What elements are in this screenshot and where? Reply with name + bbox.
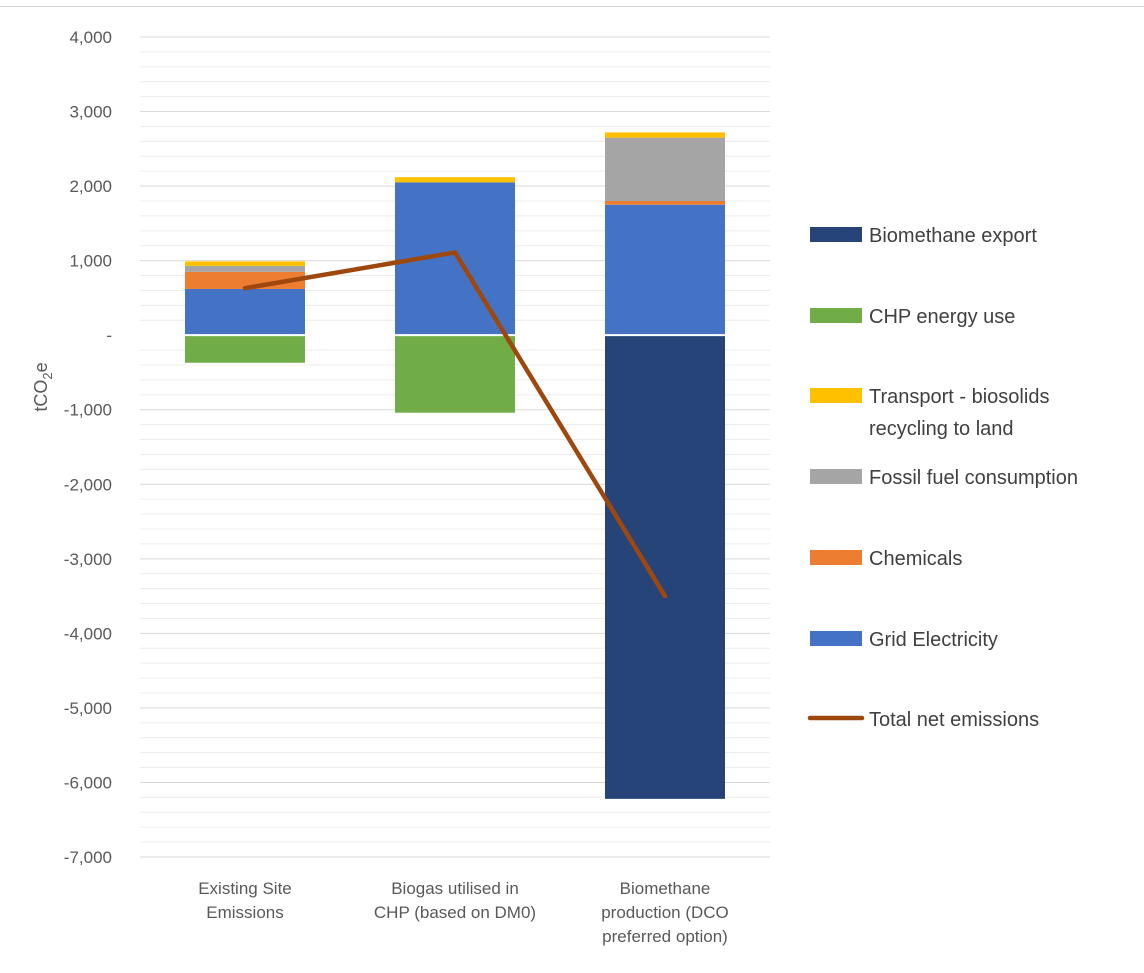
legend-label: Fossil fuel consumption: [869, 467, 1078, 489]
y-tick-label: -: [106, 326, 112, 345]
bar-segment-fossil-fuel-consumption: [185, 265, 305, 272]
bar-segment-fossil-fuel-consumption: [605, 137, 725, 201]
y-tick-label: -4,000: [64, 624, 112, 643]
category-label: Biomethane production (DCO preferred optio…: [601, 879, 729, 946]
legend-item: CHP energy use: [810, 306, 1015, 328]
legend-swatch: [810, 388, 862, 403]
legend-item: Chemicals: [810, 548, 962, 570]
y-tick-label: -5,000: [64, 699, 112, 718]
legend-item: Fossil fuel consumption: [810, 467, 1078, 489]
legend-label: Biomethane export: [869, 225, 1037, 247]
legend-label: CHP energy use: [869, 306, 1015, 328]
bar-segment-chp-energy-use: [395, 335, 515, 413]
legend: Biomethane export CHP energy use Transport…: [807, 225, 1078, 731]
top-border-line: [0, 6, 1144, 7]
bar-segment-transport-biosolids-recycling-to-land: [395, 177, 515, 183]
legend-label: Grid Electricity: [869, 629, 998, 651]
y-tick-label: 1,000: [69, 252, 112, 271]
bar-segment-biomethane-export: [605, 335, 725, 799]
y-tick-label: -6,000: [64, 773, 112, 792]
legend-item: Biomethane export: [810, 225, 1037, 247]
legend-label: Total net emissions: [869, 709, 1039, 731]
bar-segment-grid-electricity: [605, 204, 725, 336]
y-axis-label: tCO2e: [31, 362, 55, 411]
legend-swatch: [810, 631, 862, 646]
y-tick-layer: 4,000 3,000 2,000 1,000 - -1,000 -2,000 -3,000 -…: [64, 28, 112, 867]
legend-label: Transport - biosolids recycling to land: [869, 386, 1049, 440]
y-tick-label: 2,000: [69, 177, 112, 196]
y-tick-label: -7,000: [64, 848, 112, 867]
legend-item: Total net emissions: [807, 709, 1039, 731]
y-tick-label: 3,000: [69, 103, 112, 122]
legend-item: Transport - biosolids recycling to land: [810, 386, 1049, 440]
y-tick-label: -1,000: [64, 401, 112, 420]
bar-layer: [140, 132, 770, 799]
y-tick-label: -3,000: [64, 550, 112, 569]
y-tick-label: -2,000: [64, 475, 112, 494]
legend-swatch: [810, 227, 862, 242]
y-tick-label: 4,000: [69, 28, 112, 47]
total-net-emissions-line: [242, 250, 668, 599]
bar-segment-chp-energy-use: [185, 335, 305, 363]
bar-segment-grid-electricity: [185, 288, 305, 336]
legend-swatch: [810, 550, 862, 565]
bar-segment-transport-biosolids-recycling-to-land: [185, 261, 305, 266]
bar-segment-chemicals: [605, 201, 725, 205]
category-label: Biogas utilised in CHP (based on DM0): [374, 879, 536, 922]
legend-item: Grid Electricity: [810, 629, 998, 651]
category-layer: Existing Site Emissions Biogas utilised in…: [198, 879, 729, 946]
bar-segment-transport-biosolids-recycling-to-land: [605, 132, 725, 138]
legend-swatch: [810, 308, 862, 323]
legend-label: Chemicals: [869, 548, 962, 570]
legend-swatch: [810, 469, 862, 484]
line-layer: [242, 250, 668, 599]
category-label: Existing Site Emissions: [198, 879, 292, 922]
